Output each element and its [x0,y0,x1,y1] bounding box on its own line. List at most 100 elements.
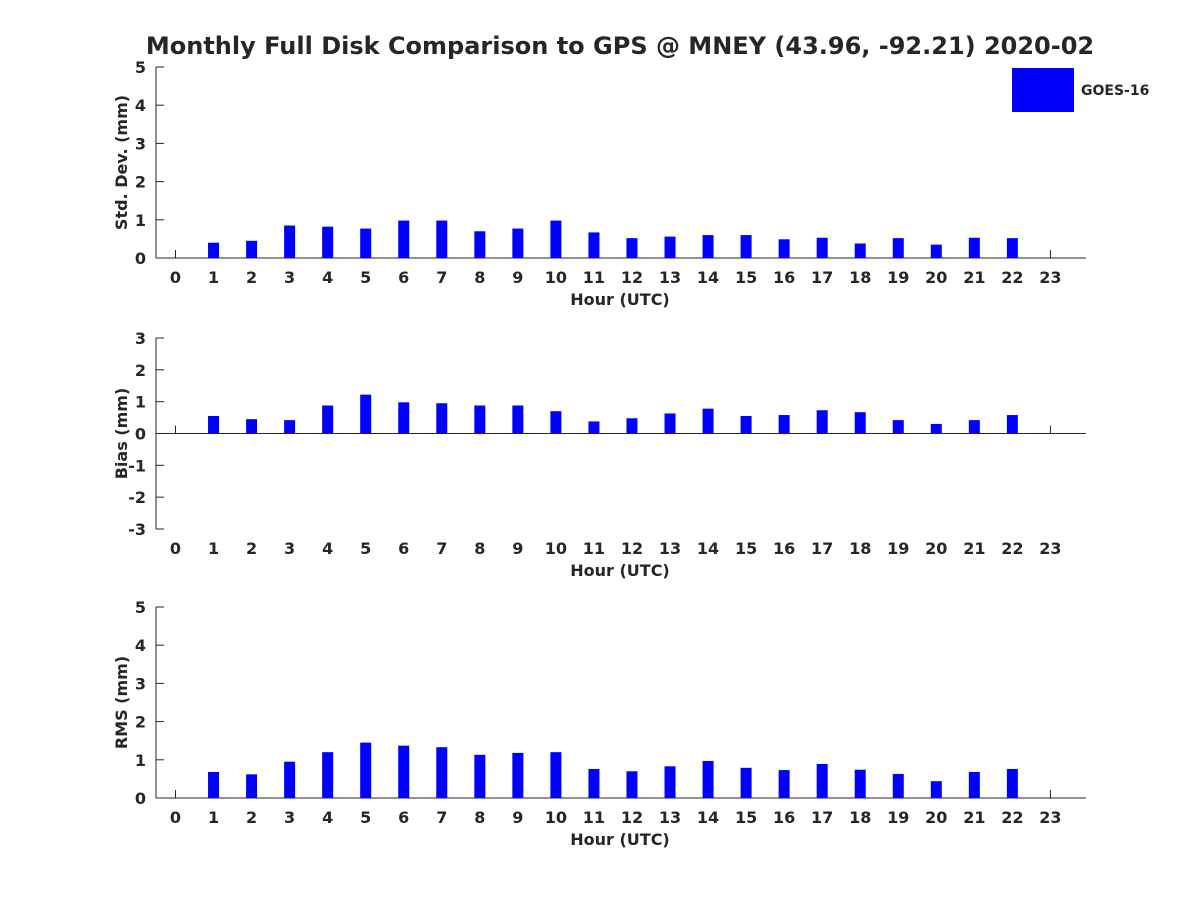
y-tick-label: -3 [128,520,146,539]
bar [588,232,600,258]
bar [930,423,942,434]
bar [930,781,942,798]
bar [588,421,600,434]
y-tick-label: 5 [135,58,146,77]
bar [398,220,410,258]
x-tick-label: 6 [398,539,409,558]
bar [208,415,220,434]
bar [854,769,866,798]
x-tick-label: 11 [583,539,605,558]
x-tick-label: 20 [925,539,947,558]
x-tick-label: 12 [621,268,643,287]
x-tick-label: 13 [659,268,681,287]
bar [436,220,448,258]
bar [968,772,980,798]
x-tick-label: 20 [925,268,947,287]
y-tick-label: 4 [135,96,146,115]
x-tick-label: 19 [887,539,909,558]
bar [550,411,562,434]
bar [512,752,524,798]
x-tick-label: 12 [621,808,643,827]
y-tick-label: 3 [135,134,146,153]
bar [1006,768,1018,798]
bar [208,242,220,258]
x-tick-label: 19 [887,808,909,827]
bar [778,415,790,434]
bar [816,764,828,798]
bar [322,405,334,434]
bar [892,773,904,798]
x-tick-label: 0 [170,268,181,287]
x-tick-label: 22 [1001,539,1023,558]
x-tick-label: 16 [773,539,795,558]
x-tick-label: 3 [284,808,295,827]
bar [284,761,296,798]
x-tick-label: 2 [246,268,257,287]
x-tick-label: 14 [697,268,719,287]
bar [512,228,524,258]
y-tick-label: -2 [128,488,146,507]
x-tick-label: 21 [963,268,985,287]
y-tick-label: 5 [135,598,146,617]
bar [474,754,486,798]
x-tick-label: 0 [170,539,181,558]
bar [1006,415,1018,434]
legend-swatch [1012,68,1074,112]
bar [246,774,258,798]
x-tick-label: 7 [436,268,447,287]
x-tick-label: 4 [322,268,333,287]
y-axis-label: RMS (mm) [112,656,131,749]
x-tick-label: 17 [811,539,833,558]
x-tick-label: 13 [659,539,681,558]
x-tick-label: 23 [1039,808,1061,827]
bar [626,418,638,434]
x-tick-label: 9 [512,808,523,827]
y-tick-label: 1 [135,393,146,412]
bar [892,238,904,258]
bar [930,244,942,258]
x-tick-label: 3 [284,268,295,287]
x-tick-label: 10 [545,539,567,558]
y-tick-label: 1 [135,751,146,770]
x-tick-label: 22 [1001,808,1023,827]
bar [664,413,676,434]
x-tick-label: 5 [360,539,371,558]
bar [398,402,410,434]
legend: GOES-16 [1012,68,1149,112]
bar [588,768,600,798]
x-tick-label: 19 [887,268,909,287]
bar [360,394,372,434]
legend-label: GOES-16 [1081,83,1149,99]
bar [436,403,448,434]
x-tick-label: 15 [735,268,757,287]
y-tick-label: 2 [135,173,146,192]
x-tick-label: 2 [246,808,257,827]
x-tick-label: 8 [474,808,485,827]
bar [778,239,790,258]
x-tick-label: 9 [512,539,523,558]
x-tick-label: 15 [735,539,757,558]
y-tick-label: 4 [135,636,146,655]
x-tick-label: 21 [963,808,985,827]
x-tick-label: 1 [208,808,219,827]
x-tick-label: 18 [849,268,871,287]
x-tick-label: 18 [849,808,871,827]
x-tick-label: 22 [1001,268,1023,287]
x-tick-label: 2 [246,539,257,558]
y-tick-label: 3 [135,674,146,693]
x-tick-label: 16 [773,808,795,827]
y-tick-label: 0 [135,249,146,268]
bar [550,220,562,258]
y-tick-label: 3 [135,329,146,348]
bar [778,770,790,798]
y-axis-label: Bias (mm) [112,388,131,480]
x-tick-label: 1 [208,268,219,287]
bar [284,420,296,434]
y-tick-label: 2 [135,713,146,732]
x-axis-label: Hour (UTC) [570,290,670,309]
x-tick-label: 11 [583,808,605,827]
